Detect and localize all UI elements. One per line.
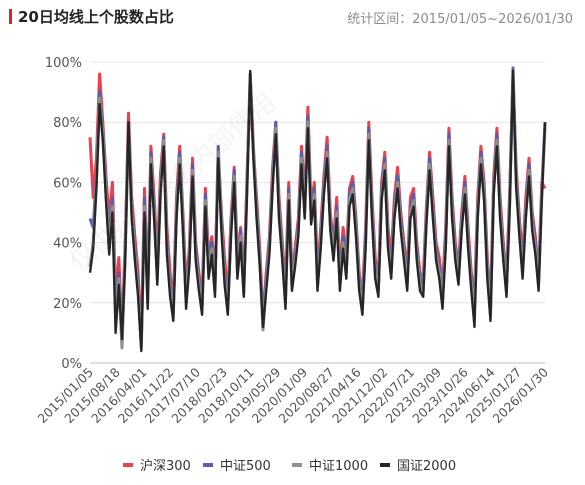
legend-label-zz500: 中证500: [220, 459, 271, 474]
y-tick-label: 60%: [53, 176, 82, 191]
series-line-gz2000: [88, 69, 547, 353]
period-label: 统计区间：2015/01/05~2026/01/30: [347, 12, 573, 27]
y-tick-label: 100%: [45, 56, 82, 71]
chart-header: 20日均线上个股数占比 统计区间：2015/01/05~2026/01/30: [0, 0, 585, 34]
legend-label-gz2000: 国证2000: [397, 459, 456, 474]
series-lines: [88, 66, 547, 353]
y-tick-label: 20%: [53, 297, 82, 312]
legend-swatch-zz500: [203, 463, 213, 467]
legend: 沪深300 中证500 中证1000 国证2000: [123, 458, 456, 474]
y-axis-ticks: 0% 20% 40% 60% 80% 100%: [45, 56, 82, 372]
chart-title: 20日均线上个股数占比: [18, 8, 174, 26]
title-accent-bar: [9, 9, 12, 24]
legend-swatch-zz1000: [292, 463, 302, 467]
x-axis-ticks: 2015/01/052015/08/182016/04/012016/11/22…: [35, 364, 552, 426]
y-tick-label: 40%: [53, 237, 82, 252]
legend-label-zz1000: 中证1000: [309, 459, 368, 474]
legend-swatch-gz2000: [380, 463, 390, 467]
y-tick-label: 0%: [61, 357, 82, 372]
series-line-zz1000: [88, 72, 547, 350]
legend-label-hs300: 沪深300: [140, 458, 191, 474]
legend-swatch-hs300: [123, 463, 133, 467]
y-tick-label: 80%: [53, 116, 82, 131]
